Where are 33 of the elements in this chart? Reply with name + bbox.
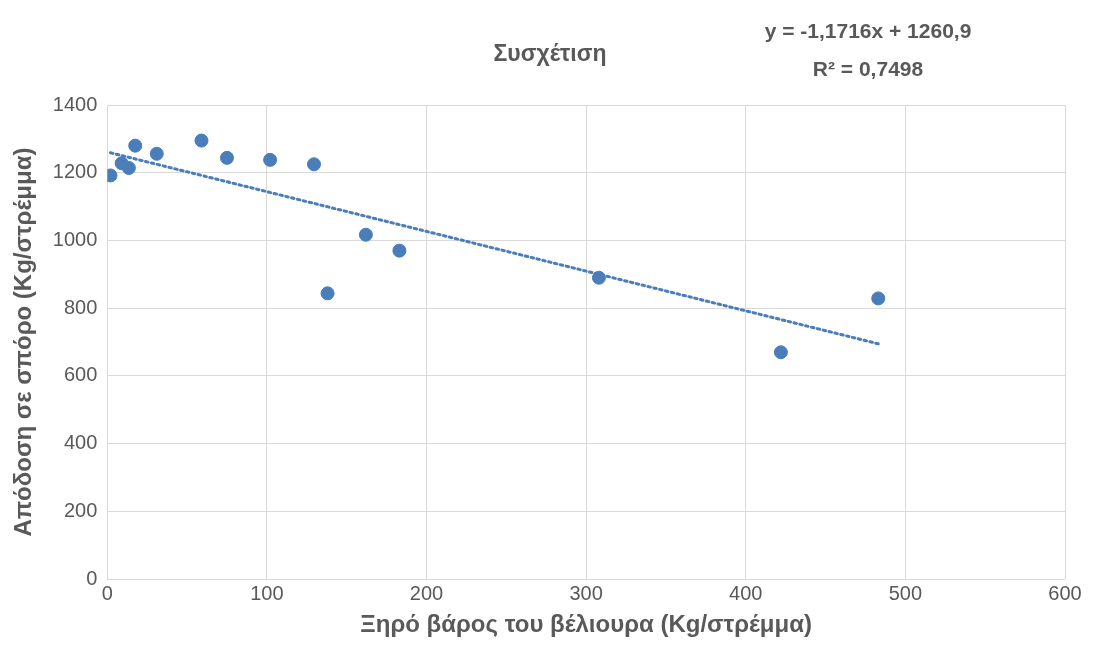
point	[320, 286, 335, 301]
point	[392, 243, 407, 258]
x-tick-label: 100	[250, 581, 284, 604]
y-tick-label: 400	[63, 431, 98, 454]
y-tick-label: 600	[63, 363, 98, 386]
chart-title: Συσχέτιση	[493, 40, 607, 67]
point	[773, 345, 788, 360]
y-tick-label: 1200	[52, 160, 98, 183]
point	[591, 270, 606, 285]
y-tick-label: 0	[86, 566, 98, 589]
point	[128, 138, 143, 153]
point	[307, 157, 321, 172]
x-axis-title: Ξηρό βάρος του βέλιουρα (Kg/στρέμμα)	[360, 610, 812, 638]
y-tick-label: 1400	[52, 92, 98, 115]
y-tick-label: 200	[63, 498, 98, 521]
x-tick-label: 300	[569, 581, 603, 604]
x-tick-label: 500	[888, 581, 923, 604]
text: R² = 0,7498	[812, 56, 924, 80]
y-tick-label: 1000	[52, 228, 98, 250]
text: y = -1,1716x + 1260,9	[764, 18, 972, 42]
point	[220, 150, 235, 165]
x-tick-label: 600	[1048, 581, 1082, 604]
point	[149, 146, 164, 161]
x-tick-label: 0	[101, 581, 113, 604]
x-tick-label: 200	[409, 581, 444, 604]
point	[871, 291, 886, 306]
point	[194, 133, 209, 148]
x-tick-label: 400	[729, 581, 763, 604]
y-tick-label: 800	[63, 295, 98, 318]
point	[263, 152, 278, 167]
point	[358, 227, 373, 242]
y-axis-title: Απόδοση σε σπόρο (Kg/στρέμμα)	[9, 147, 37, 537]
point	[121, 161, 136, 175]
